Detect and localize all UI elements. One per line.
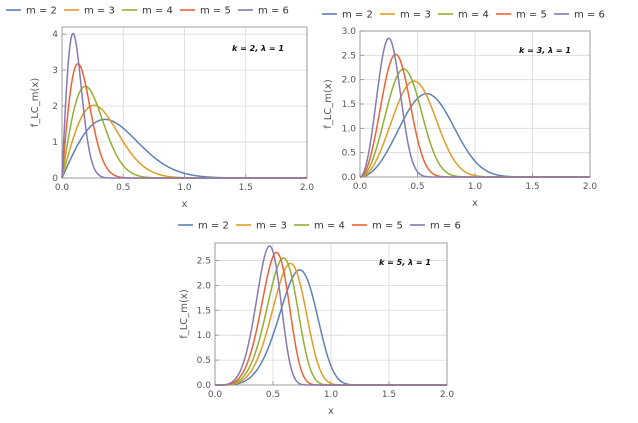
x-tick-label: 2.0 bbox=[440, 390, 455, 400]
y-tick-label: 3.0 bbox=[342, 27, 357, 37]
annotation: k = 5, λ = 1 bbox=[379, 258, 431, 267]
series-line-m6 bbox=[359, 37, 590, 178]
y-tick-label: 0.0 bbox=[197, 381, 212, 391]
x-tick-label: 1.5 bbox=[525, 182, 539, 192]
legend-label: m = 3 bbox=[256, 221, 287, 232]
y-tick-label: 2.5 bbox=[342, 51, 356, 61]
legend: m = 2 m = 3 m = 4 m = 5 m = 6 bbox=[178, 221, 461, 232]
x-axis-title: x bbox=[328, 406, 334, 417]
legend-label: m = 4 bbox=[142, 6, 173, 17]
x-tick-label: 0.0 bbox=[55, 183, 70, 193]
y-axis-title: f_LC_m(x) bbox=[179, 289, 190, 339]
x-tick-label: 1.0 bbox=[177, 183, 192, 193]
y-tick-label: 1.0 bbox=[197, 331, 212, 341]
chart-panel-1: 0.0 0.5 1.0 1.5 2.0 0 1 2 3 4 x f_LC_m(x) k = 2, λ =… bbox=[6, 6, 315, 210]
y-tick-label: 4 bbox=[52, 30, 58, 40]
x-axis-title: x bbox=[182, 199, 188, 210]
y-tick-label: 2.0 bbox=[342, 76, 357, 86]
x-tick-label: 1.0 bbox=[468, 182, 483, 192]
chart-panel-2: 0.0 0.5 1.0 1.5 2.0 0.0 0.5 1.0 1.5 2.0 2.5 3.0 x f_L… bbox=[322, 10, 605, 209]
legend-label: m = 5 bbox=[372, 221, 403, 232]
x-tick-label: 1.0 bbox=[324, 390, 339, 400]
legend-label: m = 2 bbox=[26, 6, 57, 17]
x-tick-label: 1.5 bbox=[382, 390, 396, 400]
x-tick-label: 0.5 bbox=[410, 182, 424, 192]
y-tick-label: 0.5 bbox=[197, 356, 211, 366]
x-tick-label: 2.0 bbox=[583, 182, 598, 192]
annotation: k = 2, λ = 1 bbox=[232, 44, 284, 53]
x-tick-label: 0.0 bbox=[208, 390, 223, 400]
x-tick-label: 0.5 bbox=[266, 390, 280, 400]
legend: m = 2 m = 3 m = 4 m = 5 m = 6 bbox=[6, 6, 289, 17]
legend-label: m = 5 bbox=[200, 6, 231, 17]
y-axis-title: f_LC_m(x) bbox=[30, 78, 41, 128]
legend-label: m = 6 bbox=[574, 10, 605, 21]
y-tick-label: 0 bbox=[52, 174, 58, 184]
y-tick-label: 0.5 bbox=[342, 149, 356, 159]
series-line-m6 bbox=[61, 32, 307, 179]
annotation: k = 3, λ = 1 bbox=[519, 46, 571, 55]
x-tick-label: 0.5 bbox=[116, 183, 130, 193]
legend-label: m = 6 bbox=[430, 221, 461, 232]
y-tick-label: 2.5 bbox=[197, 256, 211, 266]
series-line-m6 bbox=[215, 245, 447, 386]
y-tick-label: 1.0 bbox=[342, 124, 357, 134]
legend-label: m = 3 bbox=[400, 10, 431, 21]
chart-panel-3: 0.0 0.5 1.0 1.5 2.0 0.0 0.5 1.0 1.5 2.0 2.5 x f_LC_m… bbox=[178, 221, 461, 417]
legend-label: m = 4 bbox=[458, 10, 489, 21]
legend-label: m = 5 bbox=[516, 10, 547, 21]
y-tick-label: 0.0 bbox=[342, 173, 357, 183]
y-tick-label: 1.5 bbox=[342, 100, 356, 110]
legend-label: m = 2 bbox=[198, 221, 229, 232]
legend: m = 2 m = 3 m = 4 m = 5 m = 6 bbox=[322, 10, 605, 21]
y-tick-label: 3 bbox=[52, 66, 58, 76]
x-tick-label: 0.0 bbox=[353, 182, 368, 192]
x-tick-label: 1.5 bbox=[239, 183, 253, 193]
legend-label: m = 2 bbox=[342, 10, 373, 21]
legend-label: m = 4 bbox=[314, 221, 345, 232]
x-tick-label: 2.0 bbox=[300, 183, 315, 193]
legend-label: m = 3 bbox=[84, 6, 115, 17]
x-axis-title: x bbox=[472, 198, 478, 209]
y-tick-label: 2.0 bbox=[197, 281, 212, 291]
y-tick-label: 2 bbox=[52, 102, 58, 112]
y-axis-title: f_LC_m(x) bbox=[323, 79, 334, 129]
legend-label: m = 6 bbox=[258, 6, 289, 17]
y-tick-label: 1.5 bbox=[197, 306, 211, 316]
y-tick-label: 1 bbox=[52, 138, 58, 148]
